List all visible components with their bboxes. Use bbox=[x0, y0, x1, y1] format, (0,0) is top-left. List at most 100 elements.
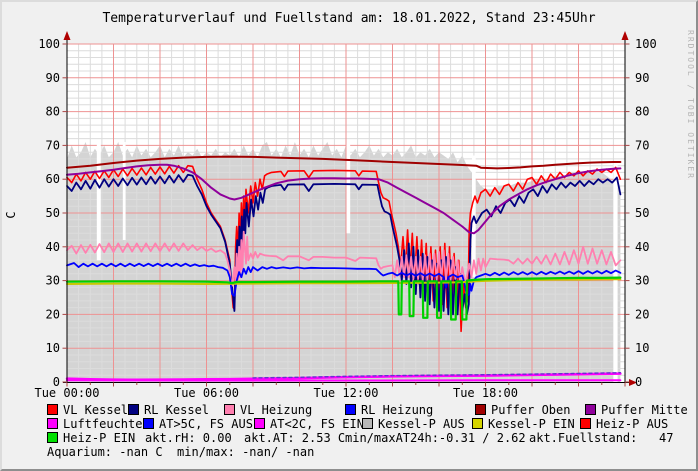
legend-item-luftfeuchte: Luftfeuchte bbox=[47, 418, 142, 431]
vl-heizung-line bbox=[66, 230, 622, 287]
y-tick-label-left: 70 bbox=[46, 138, 60, 152]
y-tick-label-left: 40 bbox=[46, 240, 60, 254]
akt-fuellstand-label: akt.Fuellstand: 47 bbox=[529, 431, 674, 445]
y-tick-label-left: 50 bbox=[46, 206, 60, 220]
at-gt5-fs-aus-label: AT>5C, FS AUS bbox=[159, 417, 253, 431]
luftfeuchte-swatch bbox=[47, 418, 58, 429]
heiz-p-ein-swatch bbox=[47, 432, 58, 443]
heiz-p-aus-swatch bbox=[580, 418, 591, 429]
heiz-p-ein-line bbox=[65, 276, 622, 321]
rl-kessel-label: RL Kessel bbox=[144, 403, 210, 417]
x-axis-arrow bbox=[629, 379, 637, 386]
y-tick-label-left: 20 bbox=[46, 307, 60, 321]
y-tick-label-left: 90 bbox=[46, 71, 60, 85]
y-tick-label-right: 90 bbox=[635, 71, 649, 85]
y-tick-label-left: 80 bbox=[46, 105, 60, 119]
y-tick-label-right: 100 bbox=[635, 37, 657, 51]
puffer-oben-swatch bbox=[475, 404, 486, 415]
y-tick-label-left: 0 bbox=[53, 375, 60, 389]
at-lt2-fs-ein-label: AT<2C, FS EIN bbox=[270, 417, 364, 431]
legend-item-at-gt5-fs-aus: AT>5C, FS AUS bbox=[143, 418, 253, 431]
legend-item-min-max-at-24h: min/maxAT24h:-0.31 / 2.62 bbox=[345, 432, 526, 445]
legend-item-aquarium: Aquarium: -nan C min/max: -nan/ -nan bbox=[47, 446, 314, 459]
y-tick-label-right: 50 bbox=[635, 206, 649, 220]
y-tick-label-right: 80 bbox=[635, 105, 649, 119]
legend-item-akt-at: akt.AT: 2.53 C bbox=[244, 432, 345, 445]
legend-row-4: Aquarium: -nan C min/max: -nan/ -nan bbox=[2, 446, 696, 460]
vl-heizung-swatch bbox=[224, 404, 235, 415]
axis-ticks bbox=[62, 43, 630, 387]
x-tick-label: Tue 12:00 bbox=[313, 386, 378, 400]
kessel-p-aus-gap bbox=[122, 142, 126, 240]
graph-title: Temperaturverlauf und Fuellstand am: 18.… bbox=[102, 11, 596, 26]
y-tick-label-left: 60 bbox=[46, 172, 60, 186]
puffer-oben-line bbox=[66, 155, 622, 170]
akt-rh-label: akt.rH: 0.00 bbox=[145, 431, 232, 445]
vl-heizung-label: VL Heizung bbox=[240, 403, 313, 417]
kessel-p-ein-swatch bbox=[472, 418, 483, 429]
legend-item-heiz-p-aus: Heiz-P AUS bbox=[580, 418, 668, 431]
at-flag-overlay-line bbox=[252, 372, 622, 379]
legend-item-vl-heizung: VL Heizung bbox=[224, 404, 312, 417]
kessel-p-ein-label: Kessel-P EIN bbox=[488, 417, 575, 431]
legend-item-puffer-oben: Puffer Oben bbox=[475, 404, 570, 417]
y-tick-label-left: 10 bbox=[46, 341, 60, 355]
y-tick-label-left: 30 bbox=[46, 274, 60, 288]
puffer-mitte-label: Puffer Mitte bbox=[601, 403, 688, 417]
aquarium-label: Aquarium: -nan C min/max: -nan/ -nan bbox=[47, 445, 315, 459]
legend-item-heiz-p-ein: Heiz-P EIN bbox=[47, 432, 135, 445]
kessel-p-aus-gap bbox=[346, 142, 351, 234]
vl-kessel-swatch bbox=[47, 404, 58, 415]
legend-item-rl-heizung: RL Heizung bbox=[345, 404, 433, 417]
y-tick-label-right: 20 bbox=[635, 307, 649, 321]
puffer-oben-label: Puffer Oben bbox=[491, 403, 571, 417]
vl-kessel-label: VL Kessel bbox=[63, 403, 129, 417]
legend-row-2: Luftfeuchte AT>5C, FS AUS AT<2C, FS EIN Kes… bbox=[2, 418, 696, 432]
akt-at-label: akt.AT: 2.53 C bbox=[244, 431, 346, 445]
y-axis-left-arrow bbox=[63, 31, 71, 40]
rl-kessel-line bbox=[66, 173, 622, 316]
y-tick-label-right: 60 bbox=[635, 172, 649, 186]
y-tick-label-right: 10 bbox=[635, 341, 649, 355]
legend-item-at-lt2-fs-ein: AT<2C, FS EIN bbox=[254, 418, 364, 431]
rl-kessel-swatch bbox=[128, 404, 139, 415]
legend-item-kessel-p-ein: Kessel-P EIN bbox=[472, 418, 575, 431]
puffer-mitte-line bbox=[66, 163, 622, 235]
legend-item-rl-kessel: RL Kessel bbox=[128, 404, 209, 417]
legend-item-akt-fuellstand: akt.Fuellstand: 47 bbox=[529, 432, 674, 445]
y-tick-label-right: 70 bbox=[635, 138, 649, 152]
y-tick-label-right: 0 bbox=[635, 375, 642, 389]
x-tick-label: Tue 00:00 bbox=[34, 386, 99, 400]
legend-item-akt-rh: akt.rH: 0.00 bbox=[145, 432, 232, 445]
temperature-chart: 0 0 10 10 20 20 30 30 40 40 50 50 60 60 70 70 80 80 90 90 10… bbox=[4, 31, 657, 400]
aussentemperatur-line bbox=[65, 372, 622, 382]
kessel-p-aus-gap bbox=[613, 162, 618, 382]
vl-kessel-line bbox=[66, 164, 622, 333]
min-max-at-24h-label: min/maxAT24h:-0.31 / 2.62 bbox=[345, 431, 526, 445]
kessel-p-aus-gap bbox=[96, 142, 101, 261]
at-lt2-fs-ein-swatch bbox=[254, 418, 265, 429]
rl-heizung-label: RL Heizung bbox=[361, 403, 434, 417]
y-tick-label-right: 40 bbox=[635, 240, 649, 254]
legend-item-vl-kessel: VL Kessel bbox=[47, 404, 128, 417]
legend-item-kessel-p-aus: Kessel-P AUS bbox=[362, 418, 465, 431]
heiz-p-aus-label: Heiz-P AUS bbox=[596, 417, 669, 431]
puffer-mitte-swatch bbox=[585, 404, 596, 415]
y-axis-unit-label: C bbox=[4, 211, 18, 218]
luftfeuchte-label: Luftfeuchte bbox=[63, 417, 143, 431]
rl-heizung-swatch bbox=[345, 404, 356, 415]
y-tick-label-left: 100 bbox=[38, 37, 60, 51]
y-tick-label-right: 30 bbox=[635, 274, 649, 288]
legend-item-puffer-mitte: Puffer Mitte bbox=[585, 404, 688, 417]
legend-row-1: VL Kessel RL Kessel VL Heizung RL Heizung Pu… bbox=[2, 404, 696, 418]
x-tick-label: Tue 18:00 bbox=[453, 386, 518, 400]
rrdtool-watermark: RRDTOOL / TOBI OETIKER bbox=[686, 30, 695, 180]
rl-heizung-line bbox=[66, 262, 622, 297]
x-tick-label: Tue 06:00 bbox=[174, 386, 239, 400]
y-axis-right-arrow bbox=[621, 31, 629, 40]
kessel-p-aus-swatch bbox=[362, 418, 373, 429]
kessel-p-aus-label: Kessel-P AUS bbox=[378, 417, 465, 431]
heiz-p-ein-label: Heiz-P EIN bbox=[63, 431, 136, 445]
